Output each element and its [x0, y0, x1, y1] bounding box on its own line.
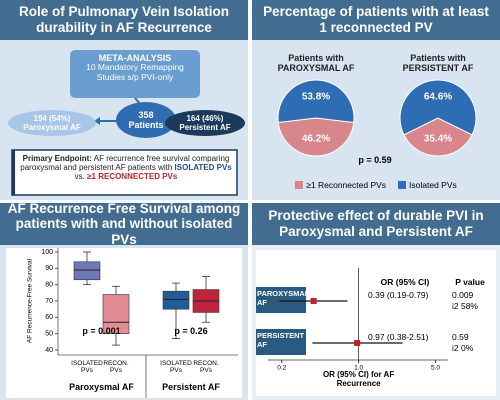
node-label: 194 (54%) Paroxysmal AF — [23, 114, 81, 133]
row-label-box — [256, 329, 306, 355]
endpoint-label: Primary Endpoint: — [22, 154, 92, 163]
panel-title: Percentage of patients with at least 1 r… — [263, 4, 489, 35]
y-tick-label: 90 — [45, 265, 53, 272]
x-tick-label: RECON. PVs — [193, 360, 219, 375]
p-label: 0.59 — [452, 332, 469, 342]
y-tick-label: 70 — [45, 298, 53, 305]
meta-box — [70, 50, 200, 98]
panel-header — [0, 203, 248, 245]
panel-title: AF Recurrence Free Survival among patien… — [7, 200, 241, 247]
x-tick-label: ISOLATED PVs — [160, 360, 192, 375]
legend-item: ≥1 Reconnected PVs — [295, 180, 386, 190]
or-label: 0.97 (0.38-2.51) — [368, 332, 429, 342]
meta-text: 10 Mandatory Remapping Studies s/p PVI-o… — [86, 62, 184, 83]
meta: META-ANALYSIS 10 Mandatory Remapping Stu… — [72, 53, 198, 83]
endpoint-accent — [12, 150, 15, 195]
point-estimate — [354, 340, 361, 346]
legend-label: ≥1 Reconnected PVs — [306, 180, 387, 190]
panel-title: Role of Pulmonary Vein Isolation durabil… — [18, 4, 230, 35]
plot-area — [256, 250, 496, 396]
meta-title: META-ANALYSIS — [98, 53, 172, 63]
endpoint: Primary Endpoint: AF recurrence free sur… — [18, 154, 234, 182]
group-label: Paroxysmal AF — [69, 382, 134, 392]
box — [102, 294, 130, 334]
value-label: 53.8% — [302, 92, 330, 103]
pie-title: Patients with PERSISTENT AF — [402, 53, 474, 74]
node — [116, 102, 176, 138]
endpoint-isolated: ISOLATED PVs — [174, 163, 232, 173]
column-header: P value — [455, 277, 485, 287]
legend-swatch — [398, 181, 407, 189]
panel-header — [252, 0, 500, 40]
pie-slice — [403, 117, 473, 157]
row-label-box — [256, 287, 306, 313]
value-label: 35.4% — [424, 134, 452, 145]
y-tick-label: 50 — [45, 331, 53, 338]
y-tick-label: 40 — [45, 347, 53, 354]
node — [8, 110, 96, 136]
x-tick-label: 0.2 — [277, 365, 286, 372]
or-label: 0.39 (0.19-0.79) — [368, 290, 429, 300]
pie-title: Patients with PAROXYSMAL AF — [277, 53, 355, 74]
x-tick-label: 1.0 — [354, 365, 363, 372]
i2-label: i2 0% — [452, 343, 474, 353]
p-value: p = 0.001 — [82, 326, 121, 336]
node-label: 164 (46%) Persistent AF — [179, 114, 231, 133]
row-label: PAROXYSMAL AF — [257, 289, 310, 307]
group-label: Persistent AF — [162, 382, 220, 392]
x-tick-label: ISOLATED PVs — [71, 360, 103, 375]
endpoint-text: AF recurrence free survival comparing pa… — [20, 154, 230, 173]
legend-label: Isolated PVs — [409, 180, 457, 190]
value-label: 46.2% — [302, 134, 330, 145]
y-tick-label: 80 — [45, 282, 53, 289]
value-label: 64.6% — [424, 92, 452, 103]
arrow-head — [94, 117, 100, 125]
p-label: 0.009 — [452, 290, 474, 300]
box — [162, 290, 190, 310]
pie-slice — [277, 117, 355, 157]
endpoint-reconnected: ≥1 RECONNECTED PVs — [87, 172, 178, 182]
p-value: p = 0.26 — [174, 326, 208, 336]
y-tick-label: 100 — [41, 249, 53, 256]
pie-slice — [277, 79, 355, 124]
i2-label: i2 58% — [452, 301, 478, 311]
x-tick-label: 5.0 — [431, 365, 440, 372]
legend: ≥1 Reconnected PVs Isolated PVs — [262, 180, 490, 190]
row-label: PERSISTENT AF — [257, 331, 305, 349]
node — [165, 110, 245, 136]
y-axis-label: AF Recurrence-Free Survival — [27, 258, 34, 343]
point-estimate — [310, 298, 317, 304]
panel-header — [0, 0, 248, 40]
node-label: 358 Patients — [128, 110, 164, 131]
box — [73, 261, 101, 281]
panel-title: Protective effect of durable PVI in Paro… — [268, 208, 484, 239]
endpoint-vs: vs. — [74, 172, 88, 182]
y-tick-label: 60 — [45, 314, 53, 321]
legend-item: Isolated PVs — [398, 180, 457, 190]
column-header: OR (95% CI) — [380, 277, 430, 287]
pie-slice — [399, 79, 477, 136]
x-tick-label: RECON. PVs — [103, 360, 129, 375]
p-value: p = 0.59 — [358, 155, 392, 165]
legend-swatch — [295, 181, 304, 189]
panel-header — [252, 203, 500, 245]
x-axis-label: OR (95% CI) for AF Recurrence — [322, 370, 395, 389]
